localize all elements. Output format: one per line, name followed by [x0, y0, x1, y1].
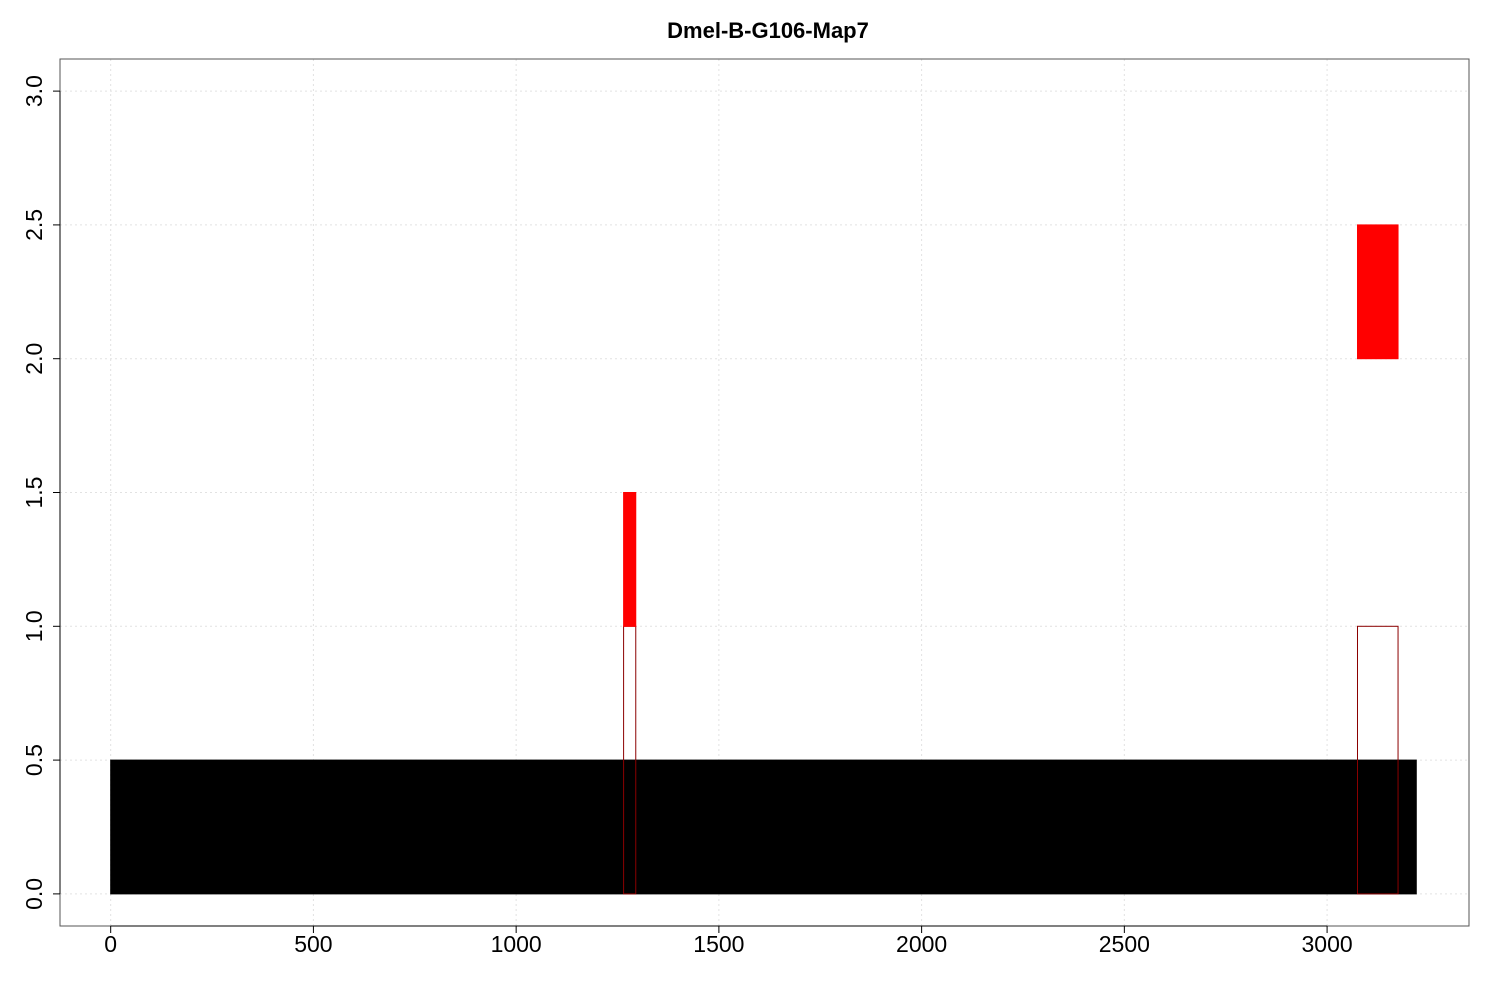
x-axis: 0 500 1000 1500 2000 2500 3000	[104, 925, 1353, 957]
x-tick-label: 500	[294, 931, 332, 957]
y-tick-label: 2.0	[21, 343, 47, 375]
x-tick-label: 1500	[693, 931, 744, 957]
x-tick-label: 1000	[491, 931, 542, 957]
bar-series-0-rect-0	[110, 759, 1417, 895]
y-tick-label: 1.5	[21, 477, 47, 509]
y-tick-label: 0.0	[21, 878, 47, 910]
marks	[110, 224, 1417, 895]
x-tick-label: 0	[104, 931, 117, 957]
bar-series-2-rect-1	[1356, 224, 1399, 360]
y-tick-label: 1.0	[21, 610, 47, 642]
x-tick-label: 3000	[1302, 931, 1353, 957]
x-tick-label: 2000	[896, 931, 947, 957]
y-tick-label: 3.0	[21, 75, 47, 107]
x-tick-label: 2500	[1099, 931, 1150, 957]
chart-title: Dmel-B-G106-Map7	[667, 18, 869, 43]
bar-series-1-rect-1	[1356, 625, 1399, 895]
bar-series-2-rect-0	[623, 492, 637, 627]
y-tick-label: 0.5	[21, 744, 47, 776]
y-axis: 0.0 0.5 1.0 1.5 2.0 2.5 3.0	[21, 75, 61, 910]
y-tick-label: 2.5	[21, 209, 47, 241]
